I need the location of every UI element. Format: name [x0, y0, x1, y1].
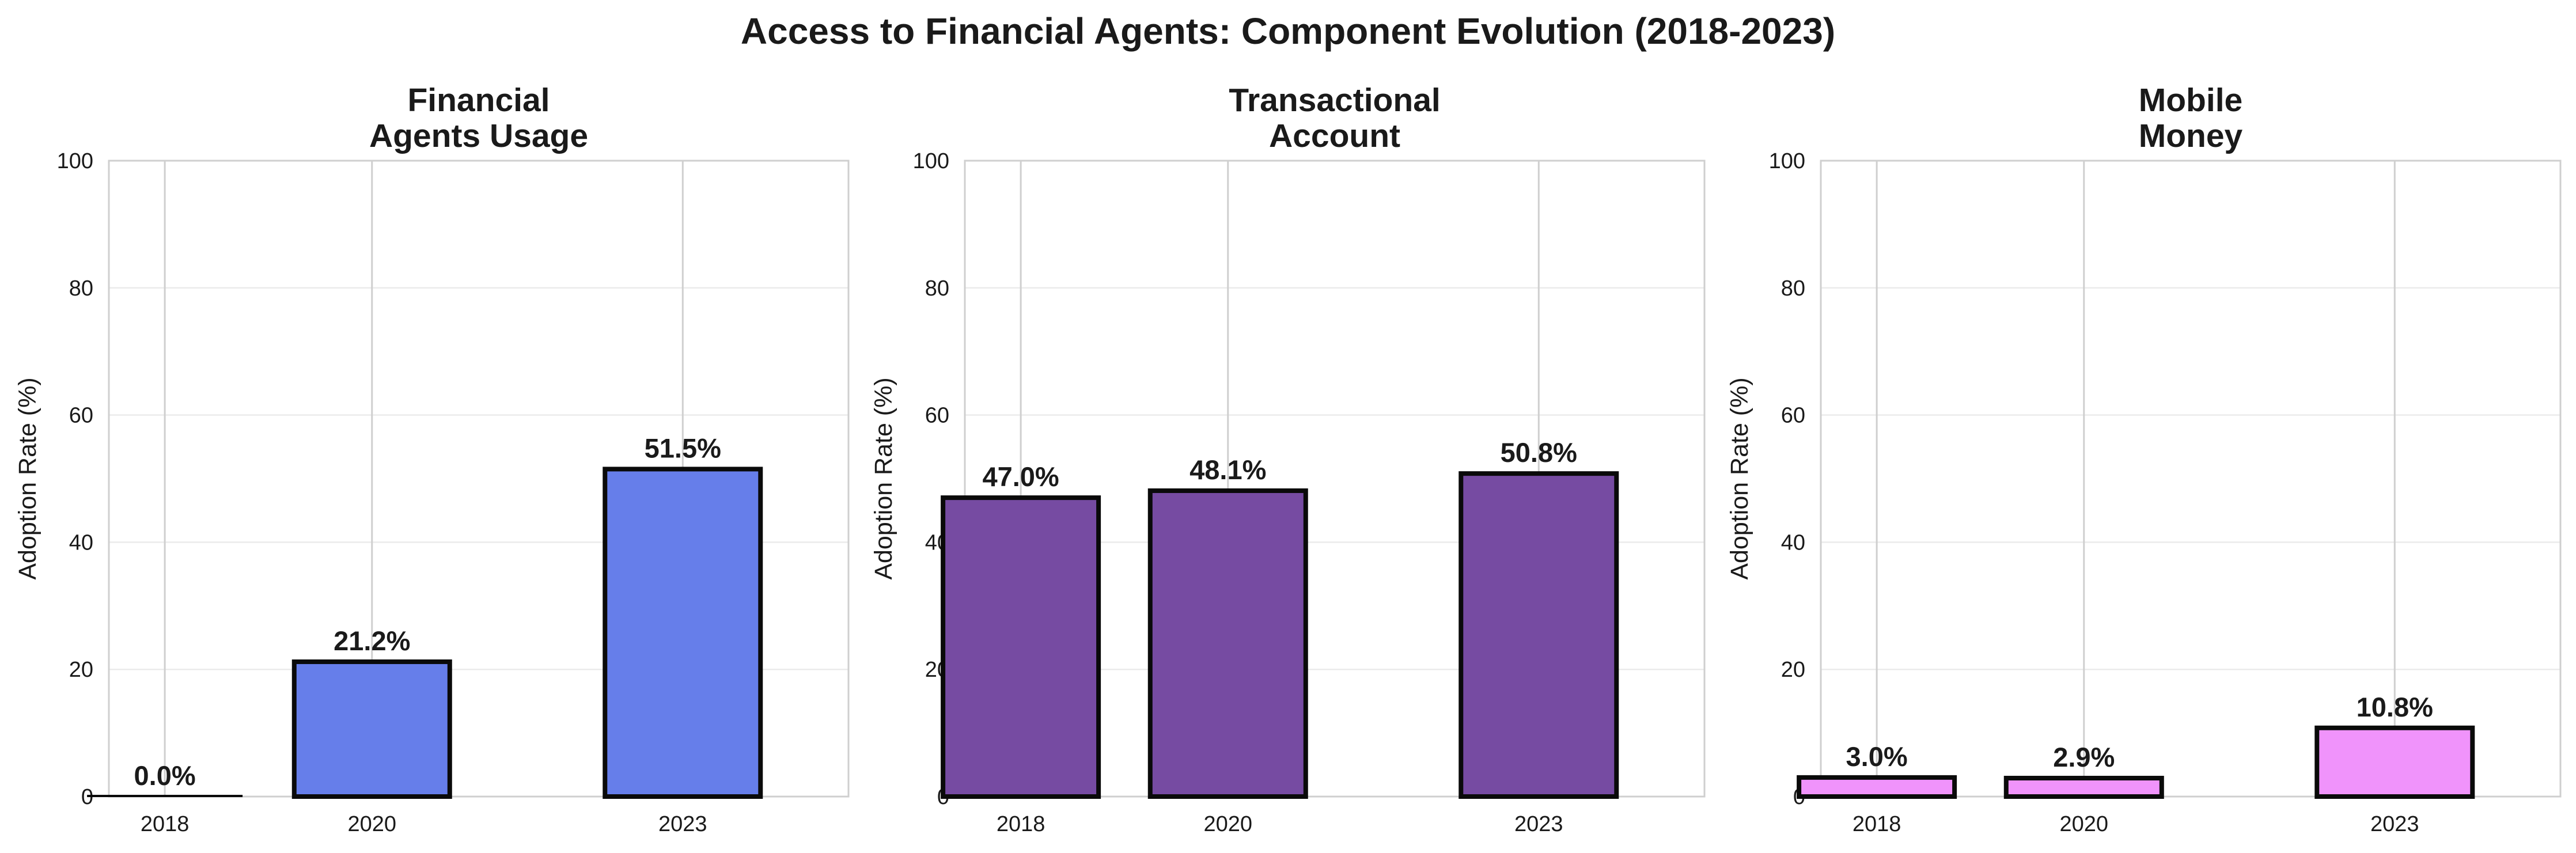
x-tick-label: 2018 — [997, 812, 1045, 836]
y-tick-label: 80 — [925, 276, 949, 301]
y-tick-label: 40 — [69, 530, 93, 555]
x-tick-label: 2020 — [347, 812, 396, 836]
bar — [1147, 488, 1308, 799]
x-tick-label: 2023 — [1514, 812, 1563, 836]
y-axis-label: Adoption Rate (%) — [14, 377, 41, 579]
y-tick-label: 80 — [1781, 276, 1805, 301]
x-tick-label: 2018 — [1853, 812, 1901, 836]
y-tick-label: 20 — [1781, 658, 1805, 682]
bar — [291, 659, 452, 799]
data-label: 3.0% — [1846, 741, 1908, 772]
data-label: 47.0% — [982, 461, 1059, 492]
x-tick-label: 2023 — [2370, 812, 2419, 836]
y-tick-label: 100 — [913, 149, 949, 173]
bar — [603, 467, 763, 799]
bar — [2314, 725, 2475, 799]
y-tick-label: 80 — [69, 276, 93, 301]
bar — [941, 495, 1101, 799]
y-axis-label: Adoption Rate (%) — [870, 377, 897, 579]
y-tick-label: 100 — [1769, 149, 1805, 173]
y-tick-label: 60 — [69, 404, 93, 428]
data-label: 21.2% — [334, 625, 410, 656]
subplot-title-line: Agents Usage — [369, 117, 588, 154]
subplot-title-line: Money — [2139, 117, 2243, 154]
x-tick-label: 2020 — [2059, 812, 2108, 836]
y-tick-label: 60 — [1781, 404, 1805, 428]
subplot-title: Financial Agents Usage — [369, 82, 588, 154]
plot-frame — [108, 160, 850, 798]
y-tick-label: 60 — [925, 404, 949, 428]
subplot-title: Mobile Money — [2139, 82, 2243, 154]
subplot-2: TransactionalAccount02040608010020182020… — [870, 82, 1706, 836]
data-label: 48.1% — [1189, 454, 1266, 485]
y-tick-label: 40 — [1781, 530, 1805, 555]
bar — [1459, 471, 1619, 799]
subplot-title-line: Transactional — [1229, 82, 1440, 119]
plot-frame — [964, 160, 1706, 798]
data-label: 50.8% — [1501, 437, 1577, 468]
y-tick-label: 100 — [57, 149, 93, 173]
data-label: 51.5% — [645, 433, 721, 463]
x-tick-label: 2023 — [658, 812, 707, 836]
subplot-title-line: Account — [1269, 117, 1400, 154]
data-label: 0.0% — [134, 760, 196, 791]
bar — [2003, 775, 2164, 799]
plot-frame — [1820, 160, 2562, 798]
figure-title: Access to Financial Agents: Component Ev… — [741, 10, 1835, 52]
subplot-title: Transactional Account — [1229, 82, 1440, 154]
data-label: 10.8% — [2357, 692, 2433, 722]
y-axis-label: Adoption Rate (%) — [1726, 377, 1753, 579]
x-tick-label: 2020 — [1203, 812, 1252, 836]
y-tick-label: 20 — [69, 658, 93, 682]
data-label: 2.9% — [2053, 742, 2115, 772]
x-tick-label: 2018 — [141, 812, 190, 836]
subplot-title-line: Mobile — [2139, 82, 2243, 119]
subplot-title-line: Financial — [407, 82, 550, 119]
subplot-3: MobileMoney020406080100201820202023Adopt… — [1726, 82, 2562, 836]
bar — [1797, 775, 1957, 799]
